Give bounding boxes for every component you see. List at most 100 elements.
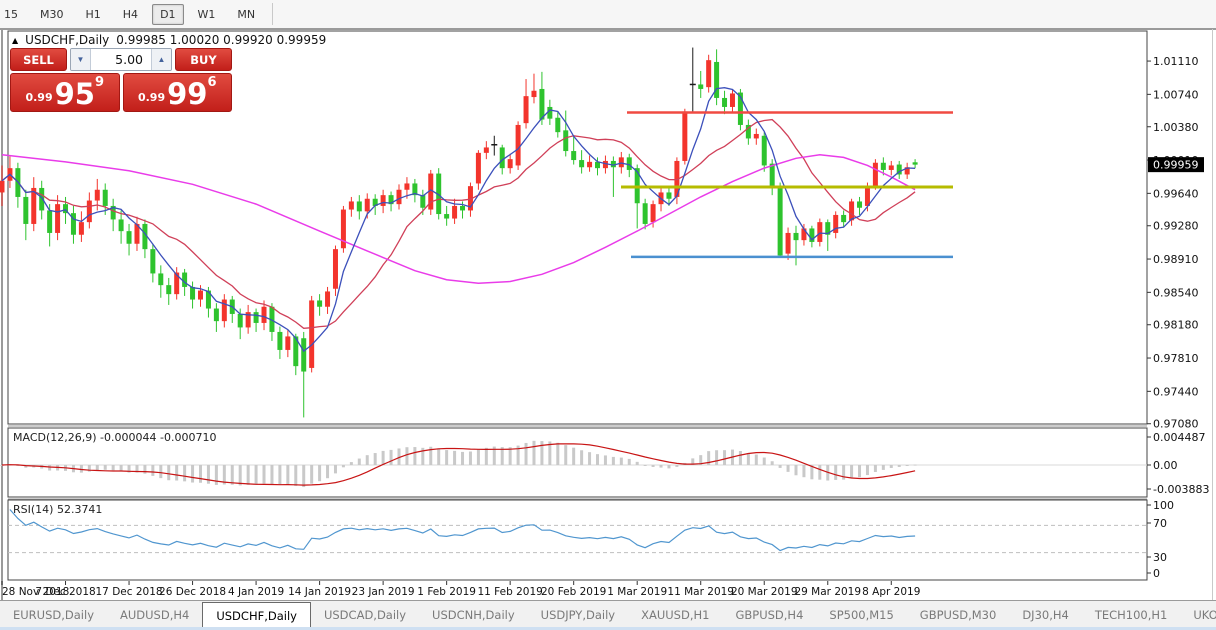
candle-body — [39, 187, 45, 211]
rsi-axis-label: 30 — [1153, 551, 1167, 564]
bid-price-big: 95 — [54, 77, 95, 111]
candle-body — [880, 162, 886, 170]
collapse-chart-icon[interactable]: ▲ — [12, 35, 19, 45]
toolbar-separator — [272, 3, 274, 25]
tab-usdjpy-daily[interactable]: USDJPY,Daily — [540, 607, 616, 622]
chart-title: ▲ USDCHF,Daily 0.99985 1.00020 0.99920 0… — [12, 33, 326, 47]
candle-body — [857, 201, 863, 208]
timeframe-button-mn[interactable]: MN — [237, 7, 256, 21]
candle-body — [126, 231, 132, 244]
tab-usdcad-daily[interactable]: USDCAD,Daily — [323, 607, 407, 622]
macd-histogram-bar — [95, 465, 99, 471]
macd-histogram-bar — [357, 458, 361, 465]
macd-histogram-bar — [675, 465, 679, 467]
candle-body — [587, 161, 593, 168]
macd-histogram-bar — [48, 465, 52, 471]
candle-body — [436, 173, 442, 215]
volume-input[interactable]: 5.00 — [115, 52, 143, 67]
candle-body — [460, 205, 466, 211]
macd-histogram-bar — [778, 465, 782, 468]
macd-histogram-bar — [183, 465, 187, 482]
macd-signal-line — [1, 443, 916, 486]
macd-histogram-bar — [437, 448, 441, 465]
timeframe-button-15[interactable]: 15 — [4, 7, 18, 21]
macd-axis-label: -0.003883 — [1153, 483, 1209, 496]
tab-uko[interactable]: UKO — [1193, 607, 1216, 622]
tab-xauusd-h1[interactable]: XAUUSD,H1 — [641, 607, 710, 622]
macd-histogram-bar — [770, 461, 774, 465]
volume-decrease-icon[interactable]: ▼ — [71, 49, 91, 70]
date-axis-label: 23 Jan 2019 — [352, 586, 415, 598]
macd-histogram-bar — [715, 450, 719, 465]
candle-body — [261, 306, 267, 323]
macd-histogram-bar — [699, 455, 703, 465]
tab-gbpusd-m30[interactable]: GBPUSD,M30 — [919, 607, 997, 622]
candle-body — [396, 189, 402, 205]
candle-body — [745, 124, 751, 139]
candle-body — [269, 306, 275, 332]
candle-body — [793, 232, 799, 241]
tab-usdcnh-daily[interactable]: USDCNH,Daily — [432, 607, 515, 622]
price-axis-label: 0.99280 — [1153, 220, 1199, 233]
macd-indicator-label: MACD(12,26,9) -0.000044 -0.000710 — [13, 431, 217, 444]
timeframe-button-d1[interactable]: D1 — [152, 3, 184, 25]
timeframe-button-m30[interactable]: M30 — [40, 7, 64, 21]
macd-histogram-bar — [889, 465, 893, 468]
candle-body — [23, 196, 29, 224]
tab-tech100-h1[interactable]: TECH100,H1 — [1094, 607, 1168, 622]
last-price-tag-value: 0.99959 — [1153, 159, 1199, 172]
macd-histogram-bar — [365, 455, 369, 465]
macd-histogram-bar — [802, 465, 806, 478]
candle-body — [626, 157, 632, 170]
tab-eurusd-daily[interactable]: EURUSD,Daily — [13, 607, 94, 622]
bid-price-panel[interactable]: 0.99 95 9 — [10, 73, 120, 112]
candle-body — [602, 160, 608, 169]
candle-body — [55, 204, 61, 233]
window-border-left — [1, 29, 3, 600]
macd-histogram-bar — [246, 465, 250, 485]
tab-audusd-h4[interactable]: AUDUSD,H4 — [120, 607, 190, 622]
candle-body — [63, 204, 69, 214]
timeframe-button-w1[interactable]: W1 — [197, 7, 216, 21]
tab-sp500-m15[interactable]: SP500,M15 — [829, 607, 894, 622]
macd-histogram-bar — [476, 449, 480, 465]
sell-button[interactable]: SELL — [10, 48, 67, 71]
chart-symbol-label: USDCHF,Daily — [25, 33, 110, 47]
candle-body — [78, 222, 84, 235]
price-axis-label: 1.01110 — [1153, 55, 1199, 68]
candle-body — [221, 299, 227, 322]
candle-body — [166, 285, 172, 295]
tab-gbpusd-h4[interactable]: GBPUSD,H4 — [735, 607, 804, 622]
macd-histogram-bar — [707, 451, 711, 465]
macd-histogram-bar — [873, 465, 877, 472]
macd-histogram-bar — [905, 465, 909, 466]
macd-histogram-bar — [103, 465, 107, 470]
price-axis-label: 0.99640 — [1153, 187, 1199, 200]
date-axis-label: 11 Feb 2019 — [477, 586, 542, 598]
volume-increase-icon[interactable]: ▲ — [151, 49, 171, 70]
candle-body — [579, 160, 585, 168]
candle-body — [682, 111, 688, 161]
candle-body — [666, 192, 672, 199]
candle-body — [348, 201, 354, 210]
ma-medium-line — [1, 118, 916, 329]
candle-body — [698, 84, 704, 89]
timeframe-button-h1[interactable]: H1 — [85, 7, 101, 21]
buy-button[interactable]: BUY — [175, 48, 232, 71]
tab-dj30-h4[interactable]: DJ30,H4 — [1022, 607, 1069, 622]
ask-price-panel[interactable]: 0.99 99 6 — [122, 73, 232, 112]
candle-body — [714, 61, 720, 98]
date-axis-label: 20 Feb 2019 — [541, 586, 606, 598]
candle-body — [610, 160, 616, 168]
macd-histogram-bar — [429, 446, 433, 465]
macd-histogram-bar — [389, 449, 393, 465]
macd-histogram-bar — [603, 455, 607, 465]
tab-usdchf-daily[interactable]: USDCHF,Daily — [202, 602, 311, 628]
candle-body — [309, 300, 315, 368]
macd-histogram-bar — [651, 465, 655, 467]
candle-body — [150, 249, 156, 274]
macd-histogram-bar — [0, 465, 4, 466]
timeframe-button-h4[interactable]: H4 — [122, 7, 139, 21]
one-click-trade-panel: SELL ▼ 5.00 ▲ BUY 0.99 95 9 0.99 99 6 — [10, 48, 232, 112]
